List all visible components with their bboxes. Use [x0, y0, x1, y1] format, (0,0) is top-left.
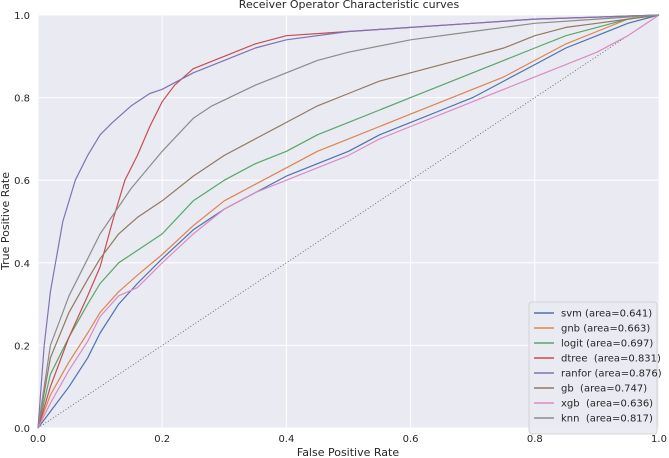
series-line-logit: [37, 14, 660, 429]
x-tick-label: 0.8: [527, 434, 543, 445]
legend-box: [528, 301, 658, 435]
series-line-ranfor: [37, 14, 660, 429]
legend-label-logit: logit (area=0.697): [561, 339, 653, 350]
x-tick-label: 0.6: [403, 434, 419, 445]
x-tick-label: 0.4: [278, 434, 294, 445]
legend-label-dtree: dtree (area=0.831): [561, 354, 661, 365]
legend-label-gnb: gnb (area=0.663): [561, 324, 650, 335]
x-tick-label: 1.0: [651, 434, 667, 445]
y-tick-label: 0.4: [14, 259, 30, 270]
legend-label-gb: gb (area=0.747): [561, 384, 647, 395]
x-axis-label: False Positive Rate: [297, 446, 399, 458]
x-tick-label: 0.2: [154, 434, 170, 445]
chart-title: Receiver Operator Characteristic curves: [239, 0, 460, 11]
y-tick-label: 1.0: [14, 11, 30, 22]
x-tick-label: 0.0: [30, 434, 46, 445]
legend: svm (area=0.641) gnb (area=0.663) logit (a…: [528, 301, 662, 435]
chance-diagonal: [37, 14, 660, 429]
legend-label-svm: svm (area=0.641): [561, 309, 652, 320]
y-tick-labels: 0.0 0.2 0.4 0.6 0.8 1.0: [14, 11, 30, 435]
series-line-xgb: [37, 14, 660, 429]
legend-label-xgb: xgb (area=0.636): [561, 399, 653, 410]
y-tick-label: 0.2: [14, 341, 30, 352]
y-tick-label: 0.6: [14, 176, 30, 187]
y-tick-label: 0.0: [14, 424, 30, 435]
chance-diagonal-line: [37, 14, 660, 429]
series-line-knn: [37, 14, 660, 429]
series-line-svm: [37, 14, 660, 429]
y-tick-label: 0.8: [14, 94, 30, 105]
roc-curves: [37, 14, 660, 429]
y-axis-label: True Positive Rate: [0, 172, 12, 271]
series-line-gb: [37, 14, 660, 429]
x-tick-labels: 0.0 0.2 0.4 0.6 0.8 1.0: [30, 434, 667, 445]
series-line-gnb: [37, 14, 660, 429]
legend-label-ranfor: ranfor (area=0.876): [561, 369, 662, 380]
grid: [37, 14, 660, 429]
legend-label-knn: knn (area=0.817): [561, 414, 653, 425]
